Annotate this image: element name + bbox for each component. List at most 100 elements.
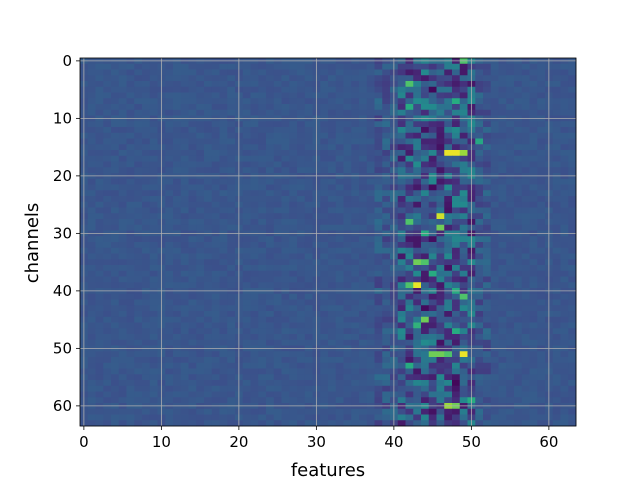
heatmap-cell xyxy=(95,362,104,369)
heatmap-cell xyxy=(142,184,151,191)
heatmap-cell xyxy=(421,334,430,341)
heatmap-cell xyxy=(188,420,197,427)
heatmap-cell xyxy=(359,316,368,323)
heatmap-cell xyxy=(537,420,546,427)
heatmap-cell xyxy=(382,311,391,318)
heatmap-cell xyxy=(444,196,453,203)
heatmap-cell xyxy=(126,391,135,398)
heatmap-cell xyxy=(289,161,298,168)
heatmap-cell xyxy=(568,63,577,70)
heatmap-cell xyxy=(498,259,507,266)
heatmap-cell xyxy=(289,362,298,369)
heatmap-cell xyxy=(452,132,461,139)
heatmap-cell xyxy=(490,247,499,254)
heatmap-cell xyxy=(103,207,112,214)
heatmap-cell xyxy=(149,253,158,260)
heatmap-cell xyxy=(320,408,329,415)
heatmap-cell xyxy=(444,201,453,208)
heatmap-cell xyxy=(498,92,507,99)
heatmap-cell xyxy=(126,155,135,162)
heatmap-cell xyxy=(537,190,546,197)
x-tick-label: 50 xyxy=(462,433,481,451)
heatmap-cell xyxy=(180,247,189,254)
heatmap-cell xyxy=(219,282,228,289)
heatmap-cell xyxy=(165,121,174,128)
heatmap-cell xyxy=(103,178,112,185)
heatmap-cell xyxy=(142,385,151,392)
heatmap-cell xyxy=(475,63,484,70)
heatmap-cell xyxy=(335,104,344,111)
heatmap-cell xyxy=(490,144,499,151)
heatmap-cell xyxy=(149,155,158,162)
heatmap-cell xyxy=(359,380,368,387)
heatmap-cell xyxy=(320,144,329,151)
heatmap-cell xyxy=(335,316,344,323)
y-tick-label: 30 xyxy=(53,224,72,242)
heatmap-cell xyxy=(514,408,523,415)
heatmap-cell xyxy=(111,104,120,111)
heatmap-cell xyxy=(297,242,306,249)
heatmap-cell xyxy=(498,362,507,369)
heatmap-cell xyxy=(382,368,391,375)
heatmap-cell xyxy=(320,380,329,387)
heatmap-cell xyxy=(165,397,174,404)
heatmap-cell xyxy=(87,385,96,392)
heatmap-cell xyxy=(188,69,197,76)
heatmap-cell xyxy=(483,201,492,208)
heatmap-cell xyxy=(366,150,375,157)
heatmap-cell xyxy=(537,196,546,203)
heatmap-cell xyxy=(87,161,96,168)
heatmap-cell xyxy=(521,357,530,364)
heatmap-cell xyxy=(149,242,158,249)
heatmap-cell xyxy=(95,311,104,318)
heatmap-cell xyxy=(134,167,143,174)
heatmap-cell xyxy=(359,155,368,162)
heatmap-cell xyxy=(111,242,120,249)
heatmap-cell xyxy=(142,92,151,99)
heatmap-cell xyxy=(413,247,422,254)
heatmap-cell xyxy=(529,155,538,162)
heatmap-cell xyxy=(366,276,375,283)
heatmap-cell xyxy=(180,219,189,226)
heatmap-cell xyxy=(568,247,577,254)
heatmap-cell xyxy=(529,69,538,76)
heatmap-cell xyxy=(506,196,515,203)
heatmap-cell xyxy=(552,236,561,243)
heatmap-cell xyxy=(87,190,96,197)
heatmap-cell xyxy=(297,224,306,231)
heatmap-cell xyxy=(382,236,391,243)
heatmap-cell xyxy=(204,282,213,289)
heatmap-cell xyxy=(521,242,530,249)
heatmap-cell xyxy=(483,219,492,226)
heatmap-cell xyxy=(421,213,430,220)
heatmap-cell xyxy=(111,86,120,93)
heatmap-cell xyxy=(304,92,313,99)
heatmap-cell xyxy=(165,293,174,300)
heatmap-cell xyxy=(436,207,445,214)
heatmap-cell xyxy=(529,253,538,260)
heatmap-cell xyxy=(87,247,96,254)
heatmap-cell xyxy=(537,219,546,226)
heatmap-cell xyxy=(529,201,538,208)
heatmap-cell xyxy=(521,219,530,226)
heatmap-cell xyxy=(521,408,530,415)
heatmap-cell xyxy=(180,213,189,220)
heatmap-cell xyxy=(552,138,561,145)
heatmap-cell xyxy=(126,104,135,111)
heatmap-cell xyxy=(227,253,236,260)
heatmap-cell xyxy=(165,362,174,369)
heatmap-cell xyxy=(111,219,120,226)
heatmap-cell xyxy=(111,201,120,208)
heatmap-cell xyxy=(560,322,569,329)
heatmap-cell xyxy=(328,339,337,346)
heatmap-cell xyxy=(490,207,499,214)
heatmap-cell xyxy=(560,81,569,88)
heatmap-cell xyxy=(552,299,561,306)
heatmap-cell xyxy=(328,167,337,174)
heatmap-cell xyxy=(459,397,468,404)
heatmap-cell xyxy=(359,86,368,93)
heatmap-cell xyxy=(374,293,383,300)
heatmap-cell xyxy=(266,357,275,364)
heatmap-cell xyxy=(103,368,112,375)
heatmap-cell xyxy=(320,92,329,99)
